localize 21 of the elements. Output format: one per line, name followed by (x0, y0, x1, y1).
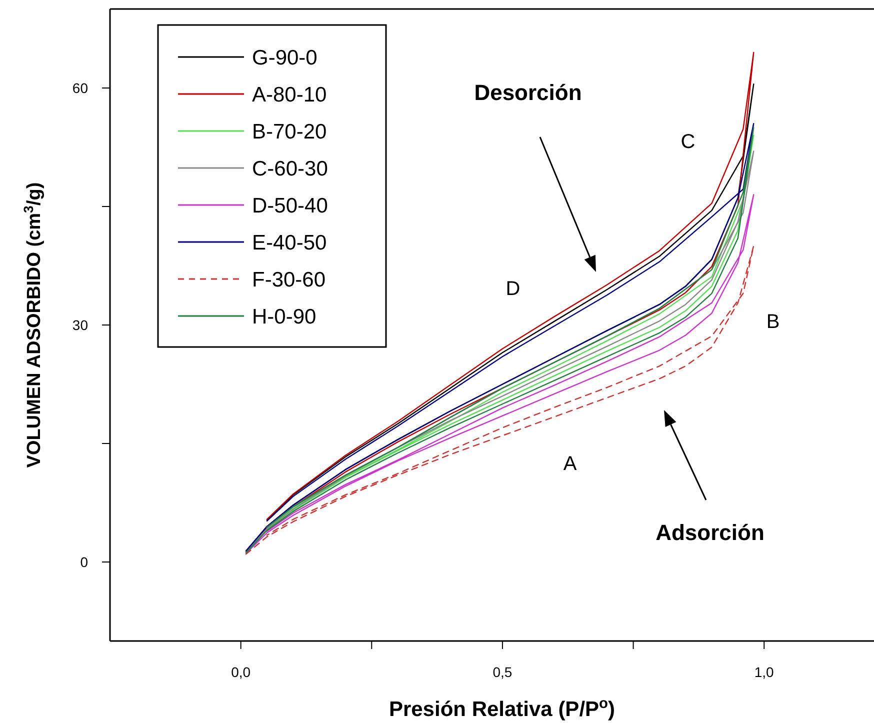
legend-label: D-50-40 (252, 194, 328, 218)
annotation: C (680, 131, 696, 153)
y-tick-label: 30 (72, 316, 88, 333)
y-tick-label: 60 (72, 80, 88, 96)
x-tick-label: 0,0 (231, 664, 251, 680)
annotation: Desorción (474, 80, 582, 105)
legend-label: F-30-60 (252, 268, 326, 292)
annotation: B (766, 311, 780, 333)
x-axis-title: Presión Relativa (P/P$^{o}$) (388, 696, 616, 721)
legend-label: C-60-30 (252, 157, 328, 180)
y-tick-label: 0 (80, 554, 88, 570)
x-tick-label: 0,5 (492, 664, 512, 680)
annotation: Adsorción (656, 520, 764, 545)
legend-label: E-40-50 (252, 231, 327, 254)
legend-label: A-80-10 (252, 83, 327, 106)
annotation: A (563, 453, 578, 475)
legend-label: G-90-0 (252, 46, 318, 70)
legend-label: B-70-20 (252, 120, 327, 144)
annotation: D (506, 278, 520, 300)
legend-label: H-0-90 (252, 305, 316, 328)
x-tick-label: 1,0 (754, 664, 774, 680)
